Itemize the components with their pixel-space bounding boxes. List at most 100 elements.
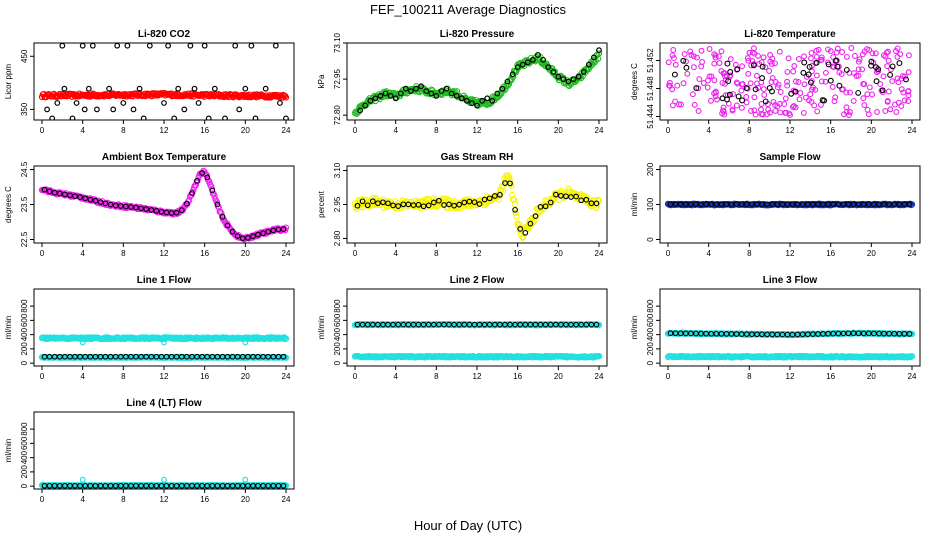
panel-title: Li-820 Temperature <box>744 29 836 40</box>
data-point <box>727 56 734 63</box>
x-tick-label: 4 <box>706 126 711 135</box>
data-point <box>175 85 182 92</box>
x-tick-label: 8 <box>121 495 126 504</box>
data-point <box>706 73 713 80</box>
data-point <box>191 85 198 92</box>
y-tick-label: 2.80 <box>333 230 342 246</box>
y-tick-label: 0 <box>20 360 29 365</box>
x-tick-label: 0 <box>40 495 45 504</box>
data-point <box>362 102 369 109</box>
data-point <box>120 100 127 106</box>
y-tick-label: 400 <box>20 327 29 341</box>
data-point <box>721 70 728 76</box>
data-point <box>44 106 50 113</box>
y-tick-label: 800 <box>646 299 655 313</box>
x-tick-label: 4 <box>80 495 85 504</box>
y-tick-label: 51.444 <box>646 104 655 129</box>
data-point <box>739 97 746 104</box>
panel-title: Line 3 Flow <box>763 275 818 286</box>
data-point <box>831 98 838 105</box>
panel-1: Li-820 Pressure kPa 0 4 8 12 16 20 24 72.80 72.95 7… <box>317 29 608 135</box>
data-point <box>395 203 402 209</box>
data-point <box>894 75 901 82</box>
data-point <box>446 201 452 208</box>
data-point <box>681 51 688 58</box>
y-tick-label: 200 <box>20 342 29 356</box>
data-point <box>187 43 194 49</box>
x-tick-label: 4 <box>80 372 85 381</box>
data-point <box>750 62 757 69</box>
plot-area <box>38 43 290 120</box>
data-point <box>827 48 834 55</box>
data-point <box>906 201 913 208</box>
data-point <box>797 90 804 96</box>
data-point <box>727 69 734 75</box>
data-point <box>834 45 841 52</box>
data-point <box>107 201 114 208</box>
data-point <box>280 482 287 489</box>
y-axis-label: kPa <box>317 74 326 88</box>
data-point <box>260 230 266 237</box>
y-tick-label: 3.10 <box>333 162 342 178</box>
series-cyan-lower <box>664 352 916 361</box>
series-5-min <box>351 172 603 241</box>
data-point <box>795 79 802 85</box>
data-point <box>390 202 396 209</box>
data-point <box>161 476 167 483</box>
x-tick-label: 20 <box>241 495 250 504</box>
data-point <box>484 95 491 102</box>
series-cyan-dips <box>79 339 249 346</box>
data-point <box>751 107 758 114</box>
data-point <box>270 227 277 234</box>
data-point <box>97 199 104 205</box>
data-point <box>784 78 790 85</box>
data-point <box>889 78 896 85</box>
plot-area <box>665 45 912 119</box>
data-point <box>375 200 381 207</box>
x-tick-label: 20 <box>867 249 876 258</box>
y-axis-label: ml/min <box>630 316 639 340</box>
data-point <box>833 49 840 56</box>
data-point <box>506 176 513 183</box>
data-point <box>704 84 711 91</box>
data-point <box>905 52 912 59</box>
data-point <box>367 97 374 104</box>
data-point <box>875 66 882 73</box>
x-axis-label: Hour of Day (UTC) <box>413 518 523 533</box>
data-point <box>85 85 92 92</box>
data-point <box>733 79 740 86</box>
y-axis-label: ml/min <box>4 439 13 463</box>
data-point <box>743 85 750 92</box>
data-point <box>905 69 912 76</box>
data-point <box>815 46 822 53</box>
x-tick-label: 12 <box>473 249 482 258</box>
x-tick-label: 4 <box>393 372 398 381</box>
data-point <box>818 78 825 85</box>
data-point <box>575 73 582 80</box>
data-point <box>51 189 58 196</box>
data-point <box>93 106 100 113</box>
data-point <box>396 92 404 100</box>
data-point <box>153 208 160 214</box>
x-tick-label: 24 <box>908 372 917 381</box>
data-point <box>171 115 178 120</box>
data-point <box>415 201 422 208</box>
data-point <box>595 321 603 329</box>
data-point <box>893 109 900 115</box>
series-5-min <box>38 167 290 243</box>
data-point <box>504 78 511 85</box>
x-tick-label: 16 <box>513 372 522 381</box>
data-point <box>792 78 799 85</box>
data-point <box>178 207 185 213</box>
data-point <box>280 353 287 360</box>
data-point <box>272 43 279 49</box>
data-point <box>822 78 829 85</box>
x-tick-label: 4 <box>393 126 398 135</box>
data-point <box>236 106 243 113</box>
data-point <box>747 80 754 87</box>
data-point <box>512 206 518 213</box>
data-point <box>430 199 437 206</box>
panel-title: Li-820 Pressure <box>440 29 515 40</box>
y-tick-label: 450 <box>20 49 29 63</box>
data-point <box>282 354 290 361</box>
